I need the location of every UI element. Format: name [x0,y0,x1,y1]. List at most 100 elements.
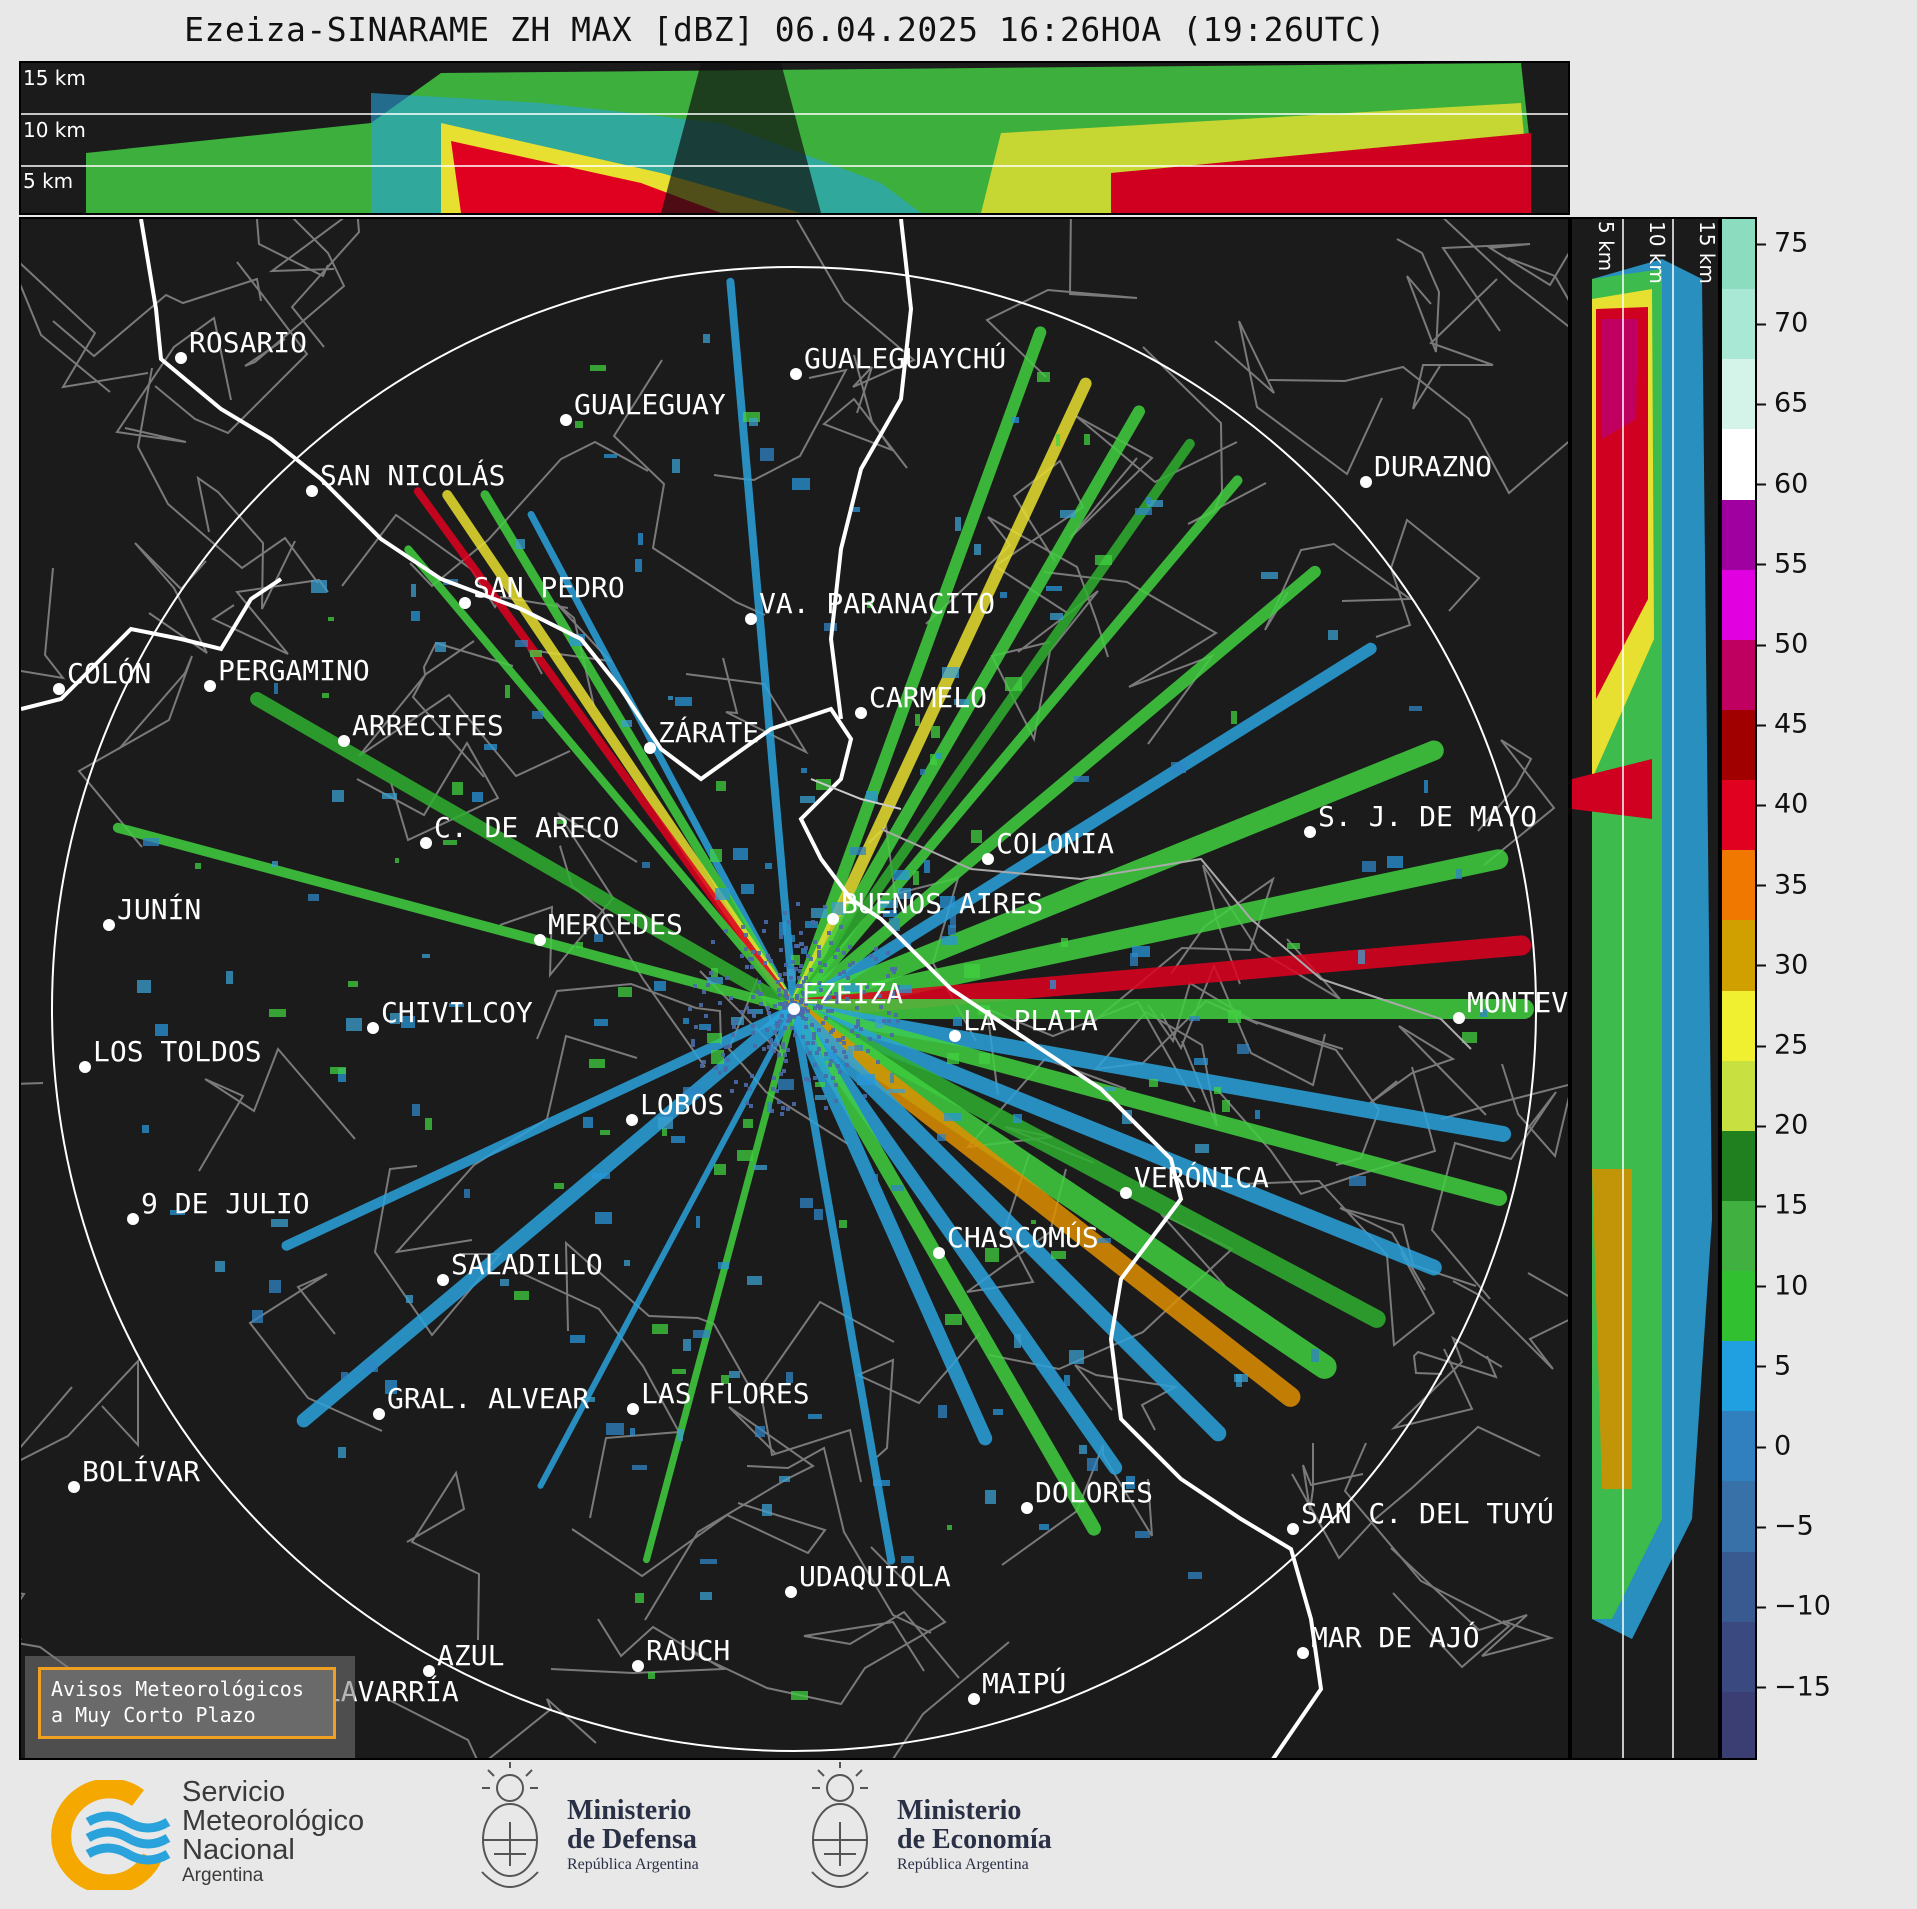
city-name: DOLORES [1035,1476,1154,1509]
dbz-colorbar [1720,217,1757,1760]
height-label-5: 5 km [23,169,74,193]
radar-echo-rays [112,277,1534,1700]
city-name: CARMELO [869,681,988,714]
avisos-line2: a Muy Corto Plazo [51,1703,256,1727]
colorbar-swatch [1722,1691,1755,1758]
city-dot-icon [204,680,216,692]
economia-coat-of-arms-icon [811,1762,869,1888]
height-label-15: 15 km [23,66,86,90]
avisos-button[interactable]: Avisos Meteorológicos a Muy Corto Plazo [38,1667,336,1739]
top-echo-bands [86,63,1531,213]
colorbar-tick-label: 65 [1757,388,1808,419]
colorbar-swatch [1722,289,1755,361]
city-dot-icon [367,1022,379,1034]
city-name: BUENOS AIRES [841,887,1044,920]
colorbar-tick-label: 55 [1757,548,1808,579]
city-name: JUNÍN [117,893,202,926]
city-name: SAN NICOLÁS [320,459,506,492]
city-dot-icon [745,613,757,625]
city-dot-icon [968,1693,980,1705]
city-name: LOBOS [640,1088,725,1121]
city-dot-icon [1304,826,1316,838]
city-name: GUALEGUAYCHÚ [804,342,1007,375]
city-dot-icon [1021,1502,1033,1514]
colorbar-tick-label: −10 [1757,1591,1831,1622]
smn-logo-icon [51,1780,171,1890]
city-name: CHIVILCOY [381,996,533,1029]
colorbar-swatch [1722,1621,1755,1693]
colorbar-swatch [1722,1060,1755,1132]
radar-map-svg [21,219,1568,1758]
city-dot-icon [103,919,115,931]
city-dot-icon [949,1030,961,1042]
colorbar-tick-label: 20 [1757,1110,1808,1141]
city-name: ROSARIO [189,326,308,359]
colorbar-swatch [1722,709,1755,782]
city-dot-icon [68,1481,80,1493]
city-name: S. J. DE MAYO [1318,800,1538,833]
colorbar-swatch [1722,1411,1755,1483]
economia-logo-text: Ministerio de Economía República Argenti… [897,1795,1052,1873]
city-name: SAN C. DEL TUYÚ [1301,1497,1554,1530]
footer-logos: Servicio Meteorológico Nacional Argentin… [0,1760,1917,1909]
colorbar-swatch [1722,990,1755,1062]
city-name: LAS FLORES [641,1377,810,1410]
colorbar-swatch [1722,639,1755,711]
city-dot-icon [827,913,839,925]
colorbar-tick-label: 45 [1757,709,1808,740]
city-dot-icon [626,1114,638,1126]
avisos-panel[interactable]: Avisos Meteorológicos a Muy Corto Plazo [25,1656,355,1758]
dbz-colorbar-ticks: 75 70 65 60 55 50 45 40 35 30 25 20 15 10 5 0 −5 −10 −15 [1757,217,1917,1760]
colorbar-swatch [1722,1551,1755,1623]
radar-map[interactable]: ROSARIO GUALEGUAYCHÚ GUALEGUAY SAN NICOLÁS D… [19,217,1570,1760]
city-dot-icon [1287,1523,1299,1535]
city-name: 9 DE JULIO [141,1187,310,1220]
colorbar-swatch [1722,569,1755,641]
city-dot-icon [790,368,802,380]
city-dot-icon [175,352,187,364]
city-name: SALADILLO [451,1248,603,1281]
city-dot-icon [785,1586,797,1598]
coastline [21,219,1472,1758]
colorbar-tick-label: 10 [1757,1270,1808,1301]
city-name: MAR DE AJÓ [1311,1621,1480,1654]
city-name: SAN PEDRO [473,571,625,604]
colorbar-swatch [1722,1271,1755,1343]
top-cross-section-svg [21,63,1568,213]
city-dot-icon [788,1003,800,1015]
city-dot-icon [306,485,318,497]
city-name: COLÓN [67,657,152,690]
city-dot-icon [79,1061,91,1073]
side-cross-section: 5 km 10 km 15 km [1570,217,1720,1760]
colorbar-tick-label: 5 [1757,1350,1791,1381]
city-dot-icon [1360,476,1372,488]
city-dot-icon [420,837,432,849]
colorbar-tick-label: 50 [1757,629,1808,660]
city-dot-icon [534,934,546,946]
city-name: RAUCH [646,1634,731,1667]
colorbar-swatch [1722,429,1755,501]
top-cross-section: 15 km 10 km 5 km [19,61,1570,215]
city-name: DURAZNO [1374,450,1493,483]
city-dot-icon [373,1408,385,1420]
colorbar-tick-label: −15 [1757,1671,1831,1702]
side-height-label-5: 5 km [1594,221,1618,272]
height-label-10: 10 km [23,118,86,142]
city-name: GRAL. ALVEAR [387,1382,590,1415]
colorbar-swatch [1722,359,1755,431]
city-dot-icon [644,742,656,754]
city-dot-icon [632,1660,644,1672]
city-dot-icon [560,414,572,426]
city-name: MAIPÚ [982,1667,1067,1700]
colorbar-swatch [1722,219,1755,291]
colorbar-swatch [1722,1341,1755,1413]
city-name: VERÓNICA [1134,1161,1269,1194]
side-cross-section-svg [1572,219,1712,1758]
city-dot-icon [855,707,867,719]
city-name: ARRECIFES [352,709,504,742]
colorbar-tick-label: 0 [1757,1431,1791,1462]
city-name: LOS TOLDOS [93,1035,262,1068]
city-name: C. DE ARECO [434,811,620,844]
defensa-coat-of-arms-icon [481,1762,539,1888]
city-dot-icon [1453,1012,1465,1024]
